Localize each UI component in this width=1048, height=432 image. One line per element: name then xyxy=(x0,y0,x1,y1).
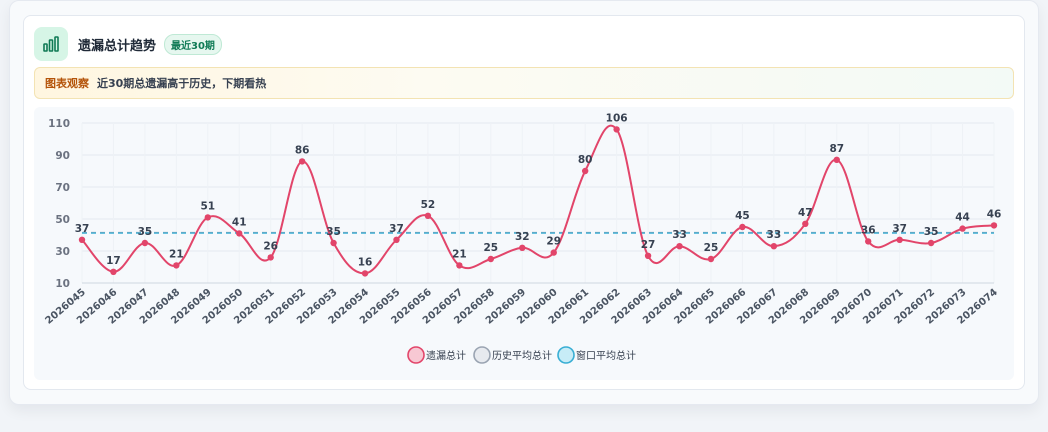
data-label: 106 xyxy=(606,112,628,124)
chart-panel: 10 30 50 70 90 110 2026045 2026046 2026047 202604… xyxy=(34,107,1014,380)
data-label: 41 xyxy=(232,216,247,228)
data-label: 46 xyxy=(987,208,1002,220)
data-label: 17 xyxy=(106,255,121,267)
period-badge: 最近30期 xyxy=(164,33,222,55)
data-label: 16 xyxy=(358,256,373,268)
card-header: 遗漏总计趋势 最近30期 xyxy=(34,26,222,62)
data-label: 37 xyxy=(389,223,404,235)
chart-observation: 图表观察 近30期总遗漏高于历史，下期看热 xyxy=(34,67,1014,99)
data-point xyxy=(519,244,526,251)
data-point xyxy=(110,268,117,275)
data-point xyxy=(613,126,620,133)
data-label: 52 xyxy=(421,199,436,211)
grid xyxy=(81,122,995,284)
data-point xyxy=(833,156,840,163)
data-point xyxy=(644,252,652,259)
y-tick-label: 30 xyxy=(55,246,70,258)
data-point xyxy=(896,236,903,243)
legend-item[interactable]: 窗口平均总计 xyxy=(557,346,636,364)
data-point xyxy=(707,255,715,263)
data-label: 87 xyxy=(829,143,844,155)
data-label: 36 xyxy=(861,224,876,236)
legend-label: 历史平均总计 xyxy=(492,349,552,362)
data-label: 29 xyxy=(546,236,561,248)
data-point xyxy=(330,239,337,247)
data-point xyxy=(393,236,400,243)
data-label: 51 xyxy=(200,200,215,212)
y-tick-label: 50 xyxy=(55,214,70,226)
data-label: 35 xyxy=(924,226,939,238)
data-point xyxy=(865,238,872,245)
data-label: 35 xyxy=(326,226,341,238)
data-point xyxy=(78,236,86,243)
data-point xyxy=(581,167,589,175)
data-label: 37 xyxy=(892,223,907,235)
y-tick-label: 70 xyxy=(55,182,70,194)
data-point xyxy=(173,262,180,269)
data-label: 21 xyxy=(452,248,467,260)
data-point xyxy=(802,220,809,227)
data-point xyxy=(676,243,683,250)
legend-label: 遗漏总计 xyxy=(426,349,466,362)
data-point xyxy=(456,262,463,269)
data-label: 25 xyxy=(704,242,719,254)
data-label: 44 xyxy=(955,212,970,224)
data-label: 35 xyxy=(138,226,153,238)
trend-line-chart: 1030507090110202604520260462026047202604… xyxy=(44,112,1002,364)
data-label: 45 xyxy=(735,210,750,222)
data-label: 32 xyxy=(515,231,530,243)
data-point xyxy=(424,212,432,219)
data-point xyxy=(927,239,935,247)
data-point xyxy=(550,249,557,256)
data-point xyxy=(739,223,746,231)
data-label: 25 xyxy=(484,242,499,254)
card-title: 遗漏总计趋势 xyxy=(78,38,157,54)
data-point xyxy=(141,239,149,247)
data-point xyxy=(236,230,243,237)
data-point xyxy=(204,214,211,221)
legend-swatch xyxy=(473,346,491,364)
data-point xyxy=(298,158,306,165)
data-point xyxy=(487,255,495,263)
legend-label: 窗口平均总计 xyxy=(576,349,636,362)
data-point xyxy=(770,243,778,250)
bar-chart-icon xyxy=(34,27,68,61)
data-point xyxy=(361,270,369,277)
data-label: 27 xyxy=(641,239,656,251)
data-label: 33 xyxy=(672,229,687,241)
legend-swatch xyxy=(557,346,575,364)
observation-label: 图表观察 xyxy=(45,77,89,90)
y-tick-label: 10 xyxy=(55,278,70,290)
legend-item[interactable]: 遗漏总计 xyxy=(407,346,466,364)
legend-item[interactable]: 历史平均总计 xyxy=(473,346,552,364)
y-tick-label: 110 xyxy=(48,118,70,130)
data-label: 33 xyxy=(767,229,782,241)
data-point xyxy=(267,254,274,261)
data-point xyxy=(990,222,998,229)
observation-text: 近30期总遗漏高于历史，下期看热 xyxy=(97,77,267,90)
legend-swatch xyxy=(407,346,425,364)
data-label: 21 xyxy=(169,248,184,260)
data-label: 37 xyxy=(75,223,90,235)
data-point xyxy=(959,225,966,232)
data-label: 47 xyxy=(798,207,813,219)
y-tick-label: 90 xyxy=(55,150,70,162)
trend-card: 遗漏总计趋势 最近30期 图表观察 近30期总遗漏高于历史，下期看热 10 30 5… xyxy=(23,15,1025,390)
data-label: 86 xyxy=(295,144,310,156)
data-label: 80 xyxy=(578,154,593,166)
data-label: 26 xyxy=(263,240,278,252)
